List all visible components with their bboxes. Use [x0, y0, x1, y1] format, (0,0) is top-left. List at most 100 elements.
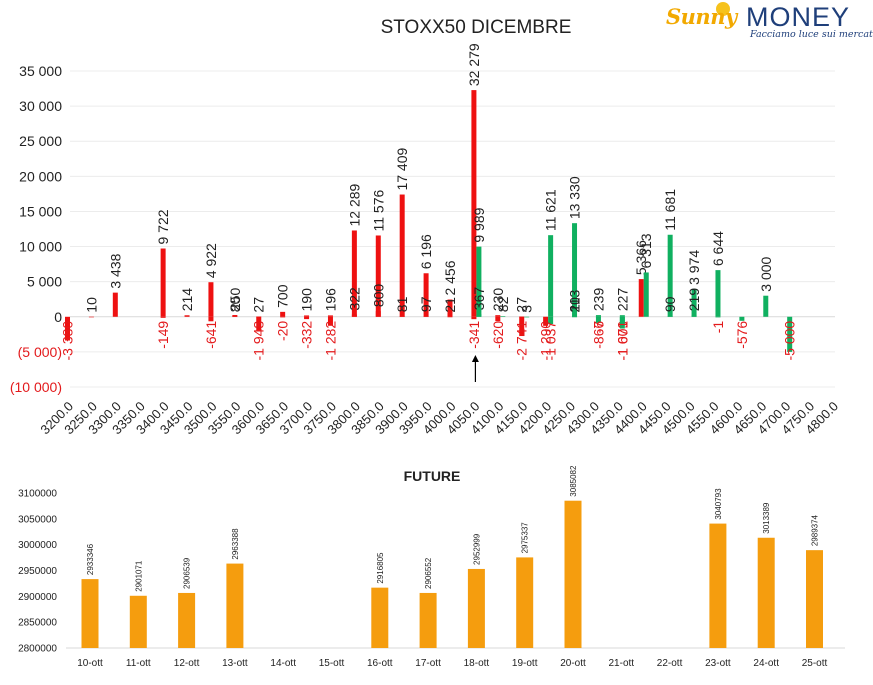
x-tick-label: 11-ott [126, 658, 151, 669]
x-tick-label: 18-ott [464, 658, 490, 669]
bar [709, 523, 727, 648]
y-tick-label: 10 000 [19, 239, 62, 255]
stoxx50-option-chart: STOXX50 DICEMBRE (10 000) (5 000) 0 5 000 10 … [10, 17, 841, 437]
data-label: -149 [155, 321, 171, 349]
data-label: 12 289 [346, 183, 362, 226]
data-label: 2901071 [134, 560, 143, 592]
data-label: 3013389 [762, 502, 771, 534]
future-chart: FUTURE 2800000 2850000 2900000 2950000 300000… [18, 465, 845, 669]
y-tick-label: (10 000) [10, 379, 62, 395]
bar [564, 500, 582, 648]
chart-title: STOXX50 DICEMBRE [381, 17, 572, 38]
data-label: 21 [442, 297, 458, 313]
bar [806, 550, 823, 648]
bar [471, 90, 477, 317]
data-label: 11 621 [543, 189, 559, 231]
data-label: 6 644 [710, 231, 726, 266]
data-label: 113 [567, 289, 583, 312]
x-tick-label: 23-ott [705, 658, 731, 669]
x-tick-label: 16-ott [367, 658, 393, 669]
bar [691, 315, 697, 317]
bar [787, 316, 793, 352]
bar [548, 316, 554, 325]
bar [476, 246, 482, 317]
data-label: 700 [275, 284, 291, 308]
bar [399, 194, 405, 317]
logo-tagline: Facciamo luce sui mercati [750, 29, 873, 40]
data-label: -1 948 [251, 321, 267, 361]
bar [280, 316, 286, 318]
y-tick-label: 25 000 [19, 133, 62, 149]
bar [572, 223, 578, 317]
bar [327, 316, 333, 326]
bar [280, 311, 286, 317]
data-label: 6 196 [418, 234, 434, 269]
bar [65, 316, 70, 341]
data-label: -2 741 [514, 321, 530, 361]
bar [548, 235, 554, 317]
bar [495, 315, 501, 317]
bar [619, 315, 625, 317]
y-tick-label: 20 000 [19, 168, 62, 184]
data-label: 2963388 [231, 528, 240, 560]
x-tick-label: 21-ott [609, 658, 635, 669]
bar [619, 316, 625, 329]
y-tick-label: 5 000 [27, 274, 62, 290]
bar [500, 316, 506, 317]
data-label: 214 [179, 288, 195, 312]
data-label: 20 [567, 297, 583, 313]
data-label: -866 [590, 321, 606, 349]
data-label: 97 [418, 296, 434, 312]
data-label: 27 [251, 297, 267, 313]
data-label: -576 [734, 321, 750, 349]
arrow-head [471, 355, 479, 362]
data-label: 2 456 [442, 260, 458, 295]
bar [375, 235, 381, 317]
bar [476, 314, 482, 317]
data-label: 190 [299, 288, 315, 312]
data-label: 11 681 [662, 189, 678, 231]
bar [208, 316, 214, 322]
data-label: 3 000 [758, 256, 774, 291]
y-tick-label: 2900000 [18, 592, 57, 603]
data-label: -3 380 [60, 321, 76, 361]
data-label: 2906539 [183, 557, 192, 589]
y-tick-label: 0 [54, 309, 62, 325]
data-label: 11 576 [370, 189, 386, 231]
logo-word-sunny: Sunny [666, 4, 737, 29]
bar [638, 279, 644, 317]
y-tick-label: 2950000 [18, 566, 57, 577]
bar [256, 316, 262, 318]
data-label: -341 [466, 321, 482, 349]
bar [399, 316, 405, 317]
bar [160, 248, 166, 317]
x-tick-label: 15-ott [319, 658, 345, 669]
bar [471, 316, 477, 320]
bar [739, 316, 745, 321]
data-label: 17 409 [394, 147, 410, 190]
y-tick-label: 3050000 [18, 514, 57, 525]
data-label: 5 366 [633, 240, 649, 275]
data-label: 3 438 [107, 253, 123, 288]
data-label: 6 313 [638, 233, 654, 268]
data-label: 219 [686, 288, 702, 312]
data-label: -7 [590, 321, 606, 334]
data-label: 230 [490, 288, 506, 312]
bar [543, 316, 549, 326]
data-label: 9 989 [471, 207, 487, 242]
data-label: -1 671 [614, 321, 630, 361]
y-tick-label: 3000000 [18, 540, 57, 551]
bar [595, 315, 601, 317]
bar [667, 234, 673, 317]
data-label: 3040793 [714, 488, 723, 520]
bar [88, 316, 94, 318]
bar [375, 311, 381, 317]
bar [226, 563, 244, 648]
x-tick-label: 14-ott [270, 658, 296, 669]
bar [184, 315, 190, 317]
data-label: 239 [590, 288, 606, 312]
data-label: 81 [394, 296, 410, 312]
data-label: 4 922 [203, 243, 219, 278]
y-tick-label: 35 000 [19, 63, 62, 79]
data-label: 227 [614, 288, 630, 312]
